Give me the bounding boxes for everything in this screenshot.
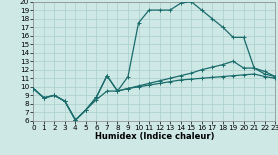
- X-axis label: Humidex (Indice chaleur): Humidex (Indice chaleur): [95, 133, 214, 142]
